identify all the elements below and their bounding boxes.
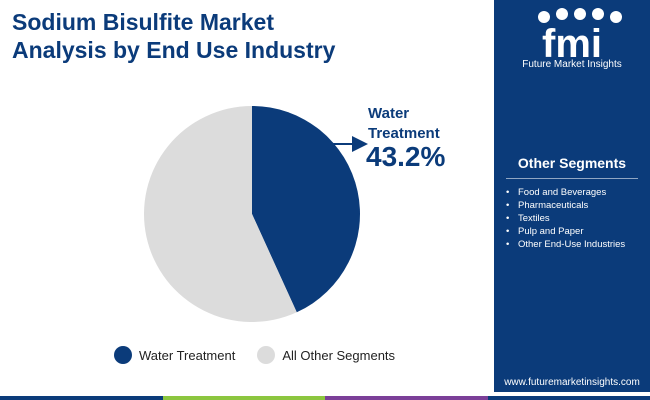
pie-slice-water-treatment	[252, 106, 361, 313]
bottom-bar-segment-1	[0, 396, 163, 400]
pie-slice-all-other-segments	[144, 106, 297, 322]
title-line-1: Sodium Bisulfite Market	[12, 9, 274, 35]
legend-item-other-segments: All Other Segments	[257, 346, 395, 364]
segment-item-pulp-paper: Pulp and Paper	[506, 225, 625, 238]
callout-label-line-2: Treatment	[368, 125, 440, 142]
legend-label-other-segments: All Other Segments	[282, 347, 396, 363]
logo-letters: fmi	[542, 22, 602, 66]
sidebar-panel: fmi Future Market Insights Other Segment…	[494, 0, 650, 392]
website-url[interactable]: www.futuremarketinsights.com	[504, 377, 640, 388]
legend-label-water-treatment: Water Treatment	[139, 347, 236, 363]
other-segments-list: Food and Beverages Pharmaceuticals Texti…	[506, 186, 625, 251]
pie-chart	[144, 106, 368, 322]
fmi-logo: fmi	[538, 8, 622, 66]
segment-item-pharmaceuticals: Pharmaceuticals	[506, 199, 625, 212]
chart-title: Sodium Bisulfite Market Analysis by End …	[12, 8, 482, 64]
logo-text: Future Market Insights	[522, 59, 622, 70]
bottom-bar-segment-2	[162, 396, 325, 400]
title-line-2: Analysis by End Use Industry	[12, 37, 336, 63]
callout-value: 43.2%	[366, 141, 446, 172]
legend: Water Treatment All Other Segments	[114, 346, 417, 364]
callout-label: Water Treatment	[368, 104, 478, 144]
segment-item-food-beverages: Food and Beverages	[506, 186, 625, 199]
callout-label-line-1: Water	[368, 105, 410, 122]
segment-item-textiles: Textiles	[506, 212, 625, 225]
segment-item-other-end-use: Other End-Use Industries	[506, 238, 625, 251]
segments-divider	[506, 178, 638, 179]
bottom-bar-segment-4	[487, 396, 650, 400]
bottom-color-bar	[0, 396, 650, 400]
legend-swatch-water-treatment	[114, 346, 132, 364]
legend-item-water-treatment: Water Treatment	[114, 346, 235, 364]
other-segments-header: Other Segments	[517, 155, 627, 171]
legend-swatch-other-segments	[257, 346, 276, 364]
bottom-bar-segment-3	[325, 396, 488, 400]
